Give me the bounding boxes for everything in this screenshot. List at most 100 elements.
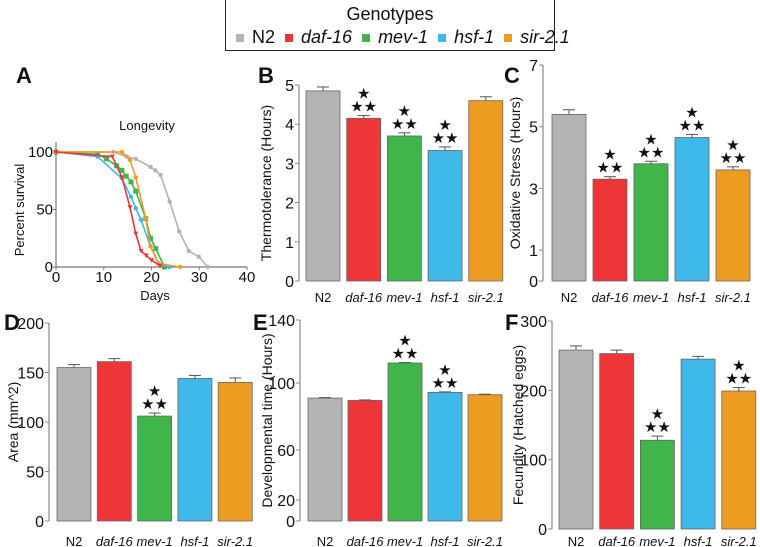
y-tick-label: 0 <box>285 274 294 291</box>
category-label: sir-2.1 <box>468 290 504 305</box>
bar-sir-2.1 <box>468 100 504 282</box>
bar-hsf-1 <box>680 358 716 530</box>
x-tick-label: 30 <box>191 269 208 286</box>
y-tick-label: 0 <box>286 514 295 531</box>
bar-daf-16 <box>592 178 628 282</box>
x-tick-label: 10 <box>95 269 112 286</box>
data-point <box>153 168 158 173</box>
y-axis-label: Oxidative Stress (Hours) <box>507 97 523 249</box>
x-tick-label: 40 <box>239 269 256 286</box>
significance-star: ★★ <box>597 160 624 177</box>
data-point <box>128 179 134 185</box>
category-label: N2 <box>568 534 585 547</box>
survival-line-daf-16 <box>55 151 161 267</box>
y-tick-label: 4 <box>285 117 294 134</box>
category-label: mev-1 <box>633 290 669 305</box>
data-point <box>119 149 125 155</box>
bar-daf-16 <box>346 117 382 282</box>
data-point <box>158 172 163 178</box>
bar-mev-1 <box>387 362 423 522</box>
data-point <box>148 235 154 241</box>
data-point <box>153 246 159 252</box>
panel-label-f: F <box>505 310 518 335</box>
data-point <box>127 205 133 210</box>
significance-star: ★★ <box>432 375 459 392</box>
legend-label: daf-16 <box>301 27 353 47</box>
bar-sir-2.1 <box>721 390 757 530</box>
data-point <box>95 151 101 157</box>
bar-N2 <box>305 90 341 282</box>
data-point <box>148 244 153 249</box>
y-tick-label: 150 <box>17 366 44 383</box>
y-tick-label: 5 <box>285 78 294 95</box>
legend-item-daf-16: daf-16 <box>285 27 352 48</box>
legend-swatch <box>236 33 244 42</box>
y-tick-label: 200 <box>17 316 44 333</box>
category-label: mev-1 <box>387 534 423 547</box>
category-label: mev-1 <box>639 534 675 547</box>
category-label: hsf-1 <box>678 290 707 305</box>
bar-hsf-1 <box>674 137 710 282</box>
category-label: sir-2.1 <box>217 534 253 547</box>
data-point <box>138 217 144 223</box>
category-label: daf-16 <box>347 534 385 547</box>
bar-sir-2.1 <box>715 169 751 282</box>
legend-swatch <box>285 33 294 42</box>
significance-star: ★ <box>726 137 739 154</box>
category-label: N2 <box>66 534 83 547</box>
panel-label-b: B <box>258 63 274 88</box>
data-point <box>53 150 59 155</box>
category-label: sir-2.1 <box>721 534 757 547</box>
data-point <box>119 175 125 180</box>
data-point <box>161 264 167 270</box>
survival-line-N2 <box>56 151 209 268</box>
y-tick-label: 1 <box>285 235 294 252</box>
significance-star: ★ <box>438 362 451 379</box>
significance-star: ★★ <box>644 419 671 436</box>
legend-item-sir-2-1: sir-2.1 <box>504 27 570 48</box>
data-point <box>109 154 115 160</box>
y-axis-label: Developmental time (Hours) <box>259 333 275 507</box>
category-label: N2 <box>561 290 578 305</box>
significance-star: ★ <box>148 383 161 400</box>
category-label: N2 <box>317 534 334 547</box>
y-tick-label: 300 <box>520 314 547 331</box>
significance-star: ★★ <box>679 117 706 134</box>
significance-star: ★★ <box>720 150 747 167</box>
bar-N2 <box>56 367 92 522</box>
panel-label-c: C <box>504 63 520 88</box>
y-tick-label: 140 <box>268 313 295 330</box>
category-label: hsf-1 <box>431 534 460 547</box>
category-label: daf-16 <box>345 290 383 305</box>
legend-swatch <box>438 33 447 42</box>
data-point <box>157 263 163 269</box>
significance-star: ★★ <box>638 144 665 161</box>
chart-title: Longevity <box>119 118 175 133</box>
bar-daf-16 <box>599 353 635 530</box>
data-point <box>177 264 183 270</box>
data-point <box>205 264 211 270</box>
significance-star: ★ <box>685 104 698 121</box>
y-tick-label: 100 <box>17 415 44 432</box>
significance-star: ★ <box>644 131 657 148</box>
significance-star: ★★ <box>392 346 419 363</box>
y-tick-label: 20 <box>277 493 295 510</box>
bar-daf-16 <box>347 400 383 522</box>
significance-star: ★★ <box>141 396 168 413</box>
data-point <box>128 194 134 200</box>
data-point <box>133 156 138 162</box>
category-label: sir-2.1 <box>715 290 751 305</box>
legend-swatch <box>504 33 513 42</box>
category-label: daf-16 <box>96 534 134 547</box>
genotype-legend: Genotypes N2 daf-16 mev-1 hsf-1 sir-2.1 <box>225 0 570 51</box>
category-label: hsf-1 <box>684 534 713 547</box>
legend-item-hsf-1: hsf-1 <box>438 27 494 48</box>
y-tick-label: 3 <box>285 156 294 173</box>
x-tick-label: 20 <box>143 269 160 286</box>
bar-hsf-1 <box>427 150 463 282</box>
y-tick-label: 2 <box>285 196 294 213</box>
bar-sir-2.1 <box>467 394 503 522</box>
y-tick-label: 100 <box>28 144 53 161</box>
y-tick-label: 0 <box>529 274 538 291</box>
significance-star: ★ <box>603 147 616 164</box>
